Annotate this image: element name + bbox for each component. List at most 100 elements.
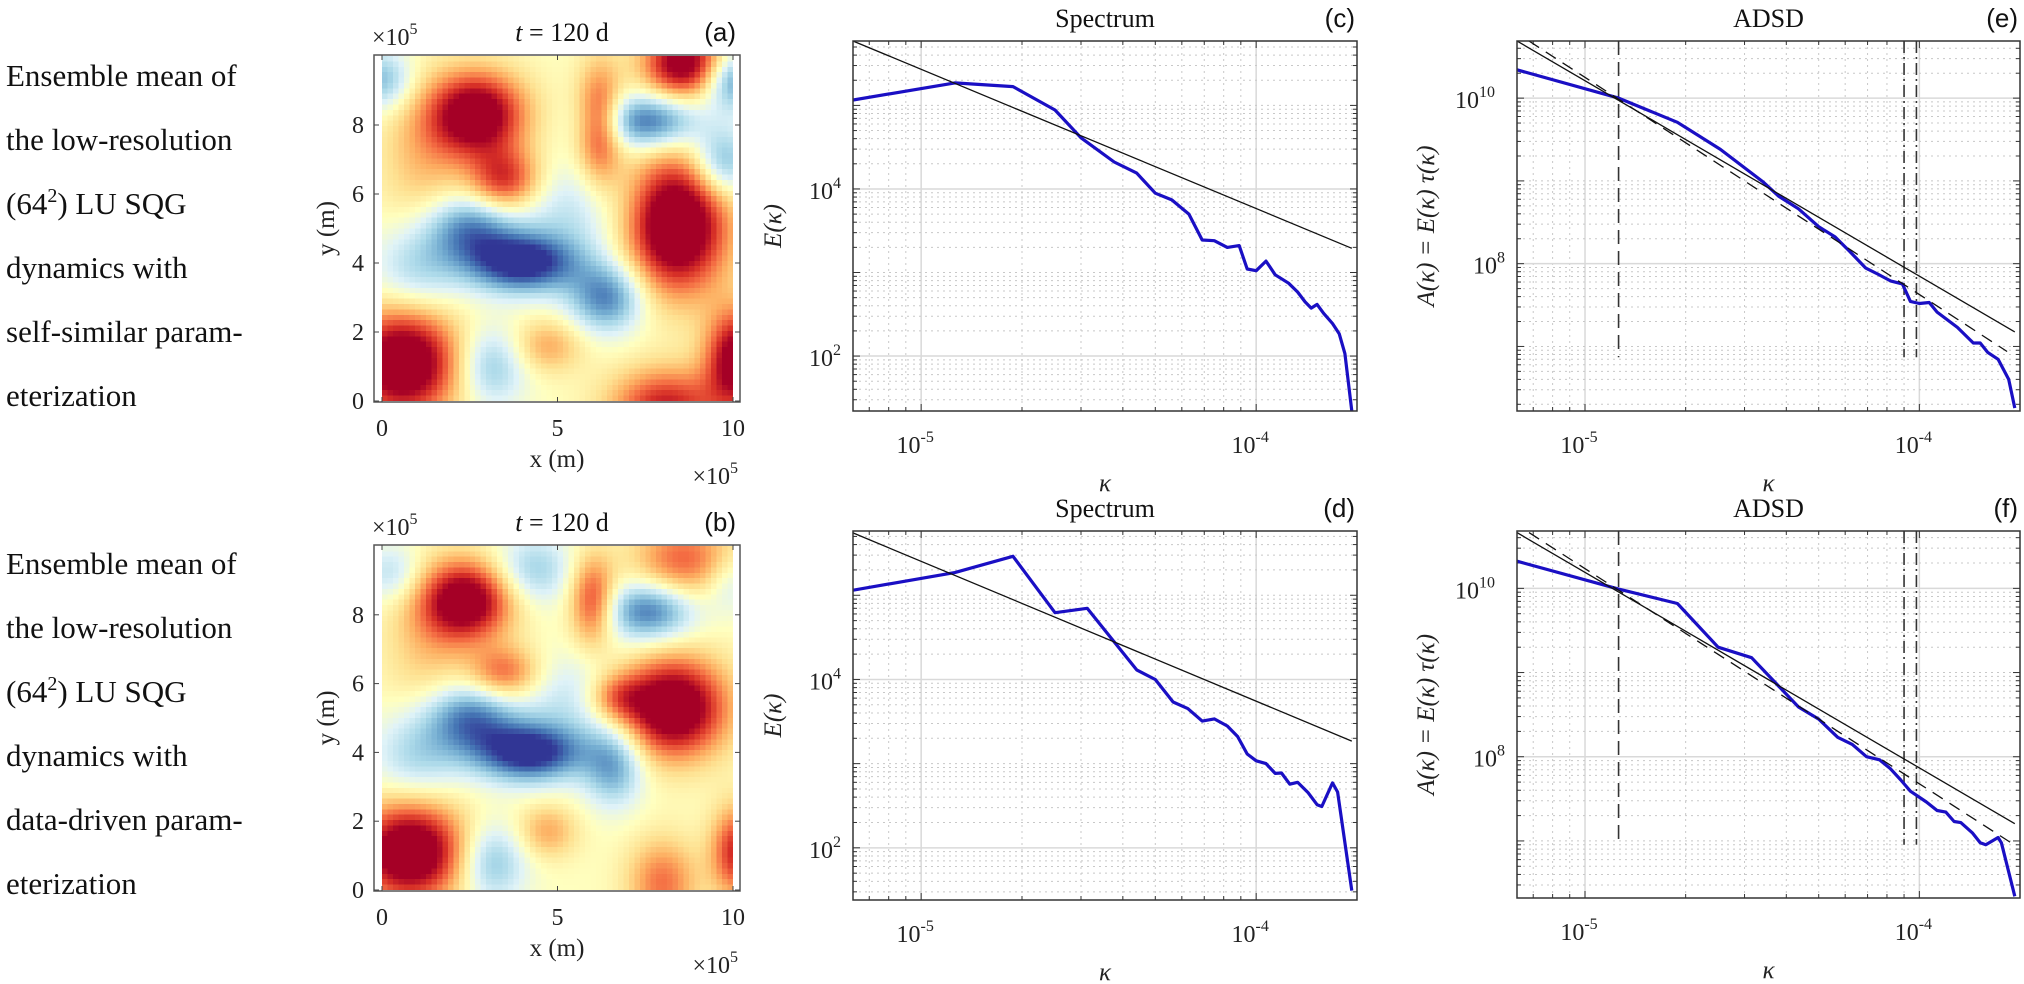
y-tick-label: 102 bbox=[809, 342, 841, 372]
x-axis-label: κ bbox=[1099, 470, 1112, 497]
y-axis-label: A(κ) = E(κ) τ(κ) bbox=[1413, 145, 1440, 308]
plot-frame bbox=[373, 544, 741, 892]
panel-title: ADSD bbox=[1733, 4, 1804, 33]
heatmap-b-image bbox=[382, 546, 733, 890]
plot-area bbox=[1517, 531, 2017, 897]
x-tick-label: 10 bbox=[721, 416, 745, 442]
heatmap-a-image bbox=[382, 56, 733, 401]
panel-title: Spectrum bbox=[1055, 4, 1155, 33]
y-axis-label: y (m) bbox=[313, 691, 340, 746]
reference-slope-line bbox=[1528, 532, 2016, 846]
x-axis-label: κ bbox=[1763, 957, 1776, 984]
caption-line: data-driven param- bbox=[6, 802, 243, 837]
y-tick-label: 1010 bbox=[1455, 574, 1495, 604]
plot-area bbox=[1517, 41, 2017, 409]
y-tick-label: 2 bbox=[352, 320, 364, 346]
panel-title: Spectrum bbox=[1055, 494, 1155, 523]
panel-title: ADSD bbox=[1733, 494, 1804, 523]
caption-line: Ensemble mean of bbox=[6, 58, 237, 93]
y-axis-label: E(κ) bbox=[760, 694, 787, 739]
x-axis-multiplier: ×105 bbox=[692, 949, 738, 979]
heatmap-panel-a: 0 5 10 0 2 4 6 8 ×105 ×105 x (m) y (m) t = 120 d (a) bbox=[313, 17, 745, 490]
caption-line: eterization bbox=[6, 378, 137, 413]
panel-letter: (c) bbox=[1325, 3, 1355, 33]
y-tick-label: 4 bbox=[352, 251, 364, 277]
x-tick-label: 10-5 bbox=[896, 918, 933, 948]
y-tick-label: 2 bbox=[352, 809, 364, 835]
caption-line: dynamics with bbox=[6, 250, 188, 285]
x-tick-label: 10-5 bbox=[1560, 429, 1597, 459]
data-series-line bbox=[853, 81, 1354, 411]
x-tick-label: 5 bbox=[552, 905, 564, 931]
x-tick-label: 10-5 bbox=[1560, 916, 1597, 946]
y-axis-multiplier: ×105 bbox=[372, 511, 418, 541]
x-tick-label: 10-4 bbox=[1895, 429, 1932, 459]
x-axis-label: κ bbox=[1763, 470, 1776, 497]
caption-line: the low-resolution bbox=[6, 610, 233, 645]
x-axis-label: x (m) bbox=[530, 935, 585, 962]
data-series-line bbox=[1517, 68, 2017, 409]
x-tick-label: 10-5 bbox=[896, 429, 933, 459]
y-axis-label: A(κ) = E(κ) τ(κ) bbox=[1413, 634, 1440, 797]
data-series-line bbox=[1517, 559, 2017, 897]
caption-line: dynamics with bbox=[6, 738, 188, 773]
y-tick-label: 1010 bbox=[1455, 84, 1495, 114]
reference-slope-line bbox=[853, 532, 1353, 742]
y-axis-label: E(κ) bbox=[760, 204, 787, 249]
y-tick-label: 6 bbox=[352, 672, 364, 698]
line-panel-e: 10-5 10-4 108 1010 κ A(κ) = E(κ) τ(κ) ADSD (e) bbox=[1413, 3, 2021, 497]
y-axis-multiplier: ×105 bbox=[372, 21, 418, 51]
panel-letter: (d) bbox=[1323, 493, 1355, 523]
reference-slope-line bbox=[1528, 41, 2008, 353]
y-tick-label: 8 bbox=[352, 603, 364, 629]
plot-frame bbox=[852, 530, 1358, 901]
caption-line: the low-resolution bbox=[6, 122, 233, 157]
grid bbox=[1517, 41, 2020, 411]
x-tick-label: 5 bbox=[552, 416, 564, 442]
x-axis-label: κ bbox=[1099, 959, 1112, 984]
caption-line: (642) LU SQG bbox=[6, 673, 187, 709]
line-panel-c: 10-5 10-4 102 104 κ E(κ) Spectrum (c) bbox=[760, 3, 1358, 497]
heatmap-panel-b: 0 5 10 0 2 4 6 8 ×105 ×105 x (m) y (m) t = 120 d (b) bbox=[313, 507, 745, 979]
y-tick-label: 104 bbox=[809, 665, 841, 695]
plot-frame bbox=[1516, 530, 2021, 899]
caption-line: self-similar param- bbox=[6, 314, 243, 349]
reference-slope-line bbox=[1517, 532, 2016, 825]
y-tick-label: 0 bbox=[352, 389, 364, 415]
x-axis-label: x (m) bbox=[530, 446, 585, 473]
x-axis-multiplier: ×105 bbox=[692, 460, 738, 490]
plot-frame bbox=[1516, 40, 2021, 412]
reference-slope-line bbox=[1517, 41, 2016, 333]
x-tick-label: 0 bbox=[376, 416, 388, 442]
caption-line: Ensemble mean of bbox=[6, 546, 237, 581]
grid bbox=[853, 531, 1357, 900]
plot-area bbox=[853, 41, 1354, 411]
grid bbox=[853, 41, 1357, 411]
plot-area bbox=[853, 532, 1354, 891]
y-axis-label: y (m) bbox=[313, 201, 340, 256]
panel-letter: (a) bbox=[704, 17, 736, 47]
x-tick-label: 10-4 bbox=[1895, 916, 1932, 946]
plot-frame bbox=[373, 54, 741, 403]
y-tick-label: 0 bbox=[352, 878, 364, 904]
grid bbox=[1517, 531, 2020, 898]
caption-line: (642) LU SQG bbox=[6, 185, 187, 221]
data-series-line bbox=[853, 554, 1354, 891]
panel-letter: (e) bbox=[1986, 3, 2018, 33]
y-tick-label: 102 bbox=[809, 834, 841, 864]
y-tick-label: 108 bbox=[1473, 743, 1505, 773]
panel-title: t = 120 d bbox=[515, 508, 608, 537]
x-tick-label: 10 bbox=[721, 905, 745, 931]
panel-letter: (b) bbox=[704, 507, 736, 537]
y-tick-label: 108 bbox=[1473, 250, 1505, 280]
plot-frame bbox=[852, 40, 1358, 412]
caption-line: eterization bbox=[6, 866, 137, 901]
x-tick-label: 10-4 bbox=[1231, 429, 1268, 459]
caption-bottom: Ensemble mean of the low-resolution (642) … bbox=[6, 532, 306, 916]
line-panel-f: 10-5 10-4 108 1010 κ A(κ) = E(κ) τ(κ) ADSD (f) bbox=[1413, 493, 2021, 984]
y-tick-label: 4 bbox=[352, 740, 364, 766]
y-tick-label: 6 bbox=[352, 182, 364, 208]
x-tick-label: 10-4 bbox=[1231, 918, 1268, 948]
caption-top: Ensemble mean of the low-resolution (642) … bbox=[6, 44, 306, 428]
